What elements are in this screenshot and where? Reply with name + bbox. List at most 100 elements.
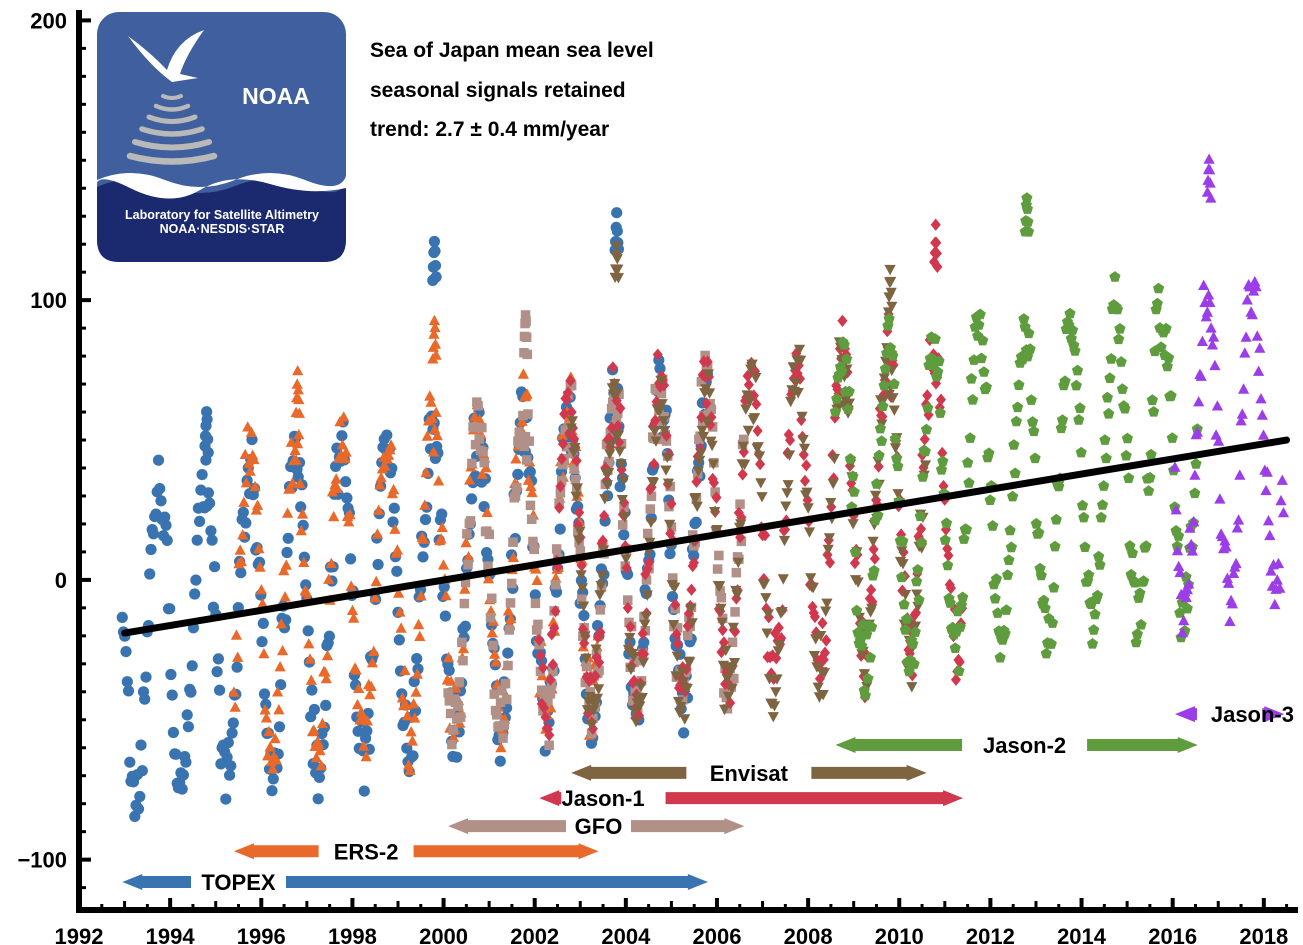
data-point: [576, 583, 588, 594]
data-point: [1095, 511, 1107, 523]
data-point: [1201, 306, 1213, 317]
data-point: [407, 750, 419, 762]
data-point: [1138, 575, 1150, 586]
data-point: [1114, 323, 1126, 334]
data-point: [898, 598, 910, 610]
data-point: [152, 454, 165, 466]
x-tick-label: 1998: [328, 924, 377, 945]
data-point: [644, 556, 655, 569]
x-tick-label: 1992: [55, 924, 104, 945]
data-point: [1101, 391, 1113, 403]
data-point: [257, 598, 269, 609]
data-point: [1183, 578, 1195, 589]
data-point: [630, 717, 642, 728]
data-point: [314, 744, 326, 756]
data-point-peak: [932, 260, 943, 273]
data-point-peak: [201, 413, 213, 425]
data-point: [843, 398, 855, 409]
data-point: [566, 405, 577, 419]
data-point: [559, 407, 570, 421]
data-point: [609, 379, 621, 390]
data-point: [701, 417, 713, 428]
data-point: [944, 597, 956, 608]
data-point: [755, 457, 766, 471]
data-point-peak: [292, 384, 304, 395]
data-point: [999, 627, 1011, 639]
data-point: [595, 626, 606, 639]
mission-arrow-right: [665, 790, 964, 807]
y-tick-label: −100: [17, 848, 67, 873]
data-point: [529, 544, 539, 555]
data-point: [293, 428, 305, 440]
mission-bar-topex: TOPEX: [122, 870, 708, 895]
data-point: [1111, 303, 1123, 315]
data-point: [281, 546, 293, 559]
data-point: [761, 602, 772, 615]
data-point: [1151, 297, 1163, 309]
data-point: [570, 491, 582, 502]
data-point: [1181, 583, 1193, 595]
data-point: [829, 406, 842, 417]
data-point: [401, 709, 413, 721]
data-point: [1008, 439, 1020, 450]
data-point: [1254, 342, 1266, 353]
data-point: [406, 735, 418, 746]
data-point: [417, 551, 429, 563]
data-point: [1272, 557, 1285, 569]
data-point: [565, 423, 577, 434]
data-point: [590, 644, 602, 655]
data-point: [1002, 569, 1014, 580]
data-point: [740, 404, 752, 415]
data-point: [714, 581, 726, 592]
data-point: [1009, 467, 1021, 479]
data-point: [205, 525, 217, 537]
data-point: [260, 712, 272, 723]
data-point: [512, 468, 524, 480]
data-point: [358, 740, 370, 751]
data-point: [675, 702, 687, 713]
data-point: [273, 704, 285, 715]
data-point: [763, 674, 776, 685]
data-point: [836, 365, 848, 376]
data-point: [714, 550, 724, 561]
data-point: [601, 480, 613, 491]
data-point: [525, 480, 537, 491]
data-point: [121, 676, 133, 688]
logo-lab-name: Laboratory for Satellite Altimetry: [125, 208, 319, 222]
data-point: [529, 589, 541, 601]
data-point: [637, 627, 648, 640]
x-tick-label: 2014: [1057, 924, 1107, 945]
data-point: [214, 684, 226, 696]
data-point: [338, 411, 350, 422]
data-point: [1078, 511, 1090, 523]
data-point: [742, 425, 754, 437]
data-point: [605, 440, 617, 451]
data-point: [697, 431, 709, 443]
data-point: [517, 368, 529, 379]
data-point: [473, 401, 483, 411]
data-point: [880, 356, 892, 368]
data-point: [828, 472, 839, 485]
mission-arrow-right: [285, 874, 708, 891]
data-point: [887, 349, 899, 361]
data-point: [240, 477, 252, 488]
x-tick-label: 2006: [693, 924, 742, 945]
data-point: [570, 474, 581, 485]
data-point: [186, 660, 198, 672]
data-point: [706, 404, 717, 415]
data-point: [292, 437, 304, 449]
data-point: [965, 373, 977, 384]
data-point: [801, 459, 812, 472]
data-point: [821, 598, 833, 609]
mission-bars: TOPEX ERS-2 GFO Jason-1 Envisat Jason-2 Jason-…: [122, 702, 1294, 895]
mission-arrow-left: [835, 736, 963, 753]
data-point: [793, 344, 806, 356]
data-point: [1130, 636, 1142, 648]
data-point: [828, 453, 840, 465]
data-point: [502, 647, 514, 659]
data-point: [754, 451, 766, 462]
data-point: [555, 488, 566, 498]
data-point: [235, 555, 247, 567]
data-point: [371, 528, 383, 539]
data-point: [230, 629, 242, 640]
